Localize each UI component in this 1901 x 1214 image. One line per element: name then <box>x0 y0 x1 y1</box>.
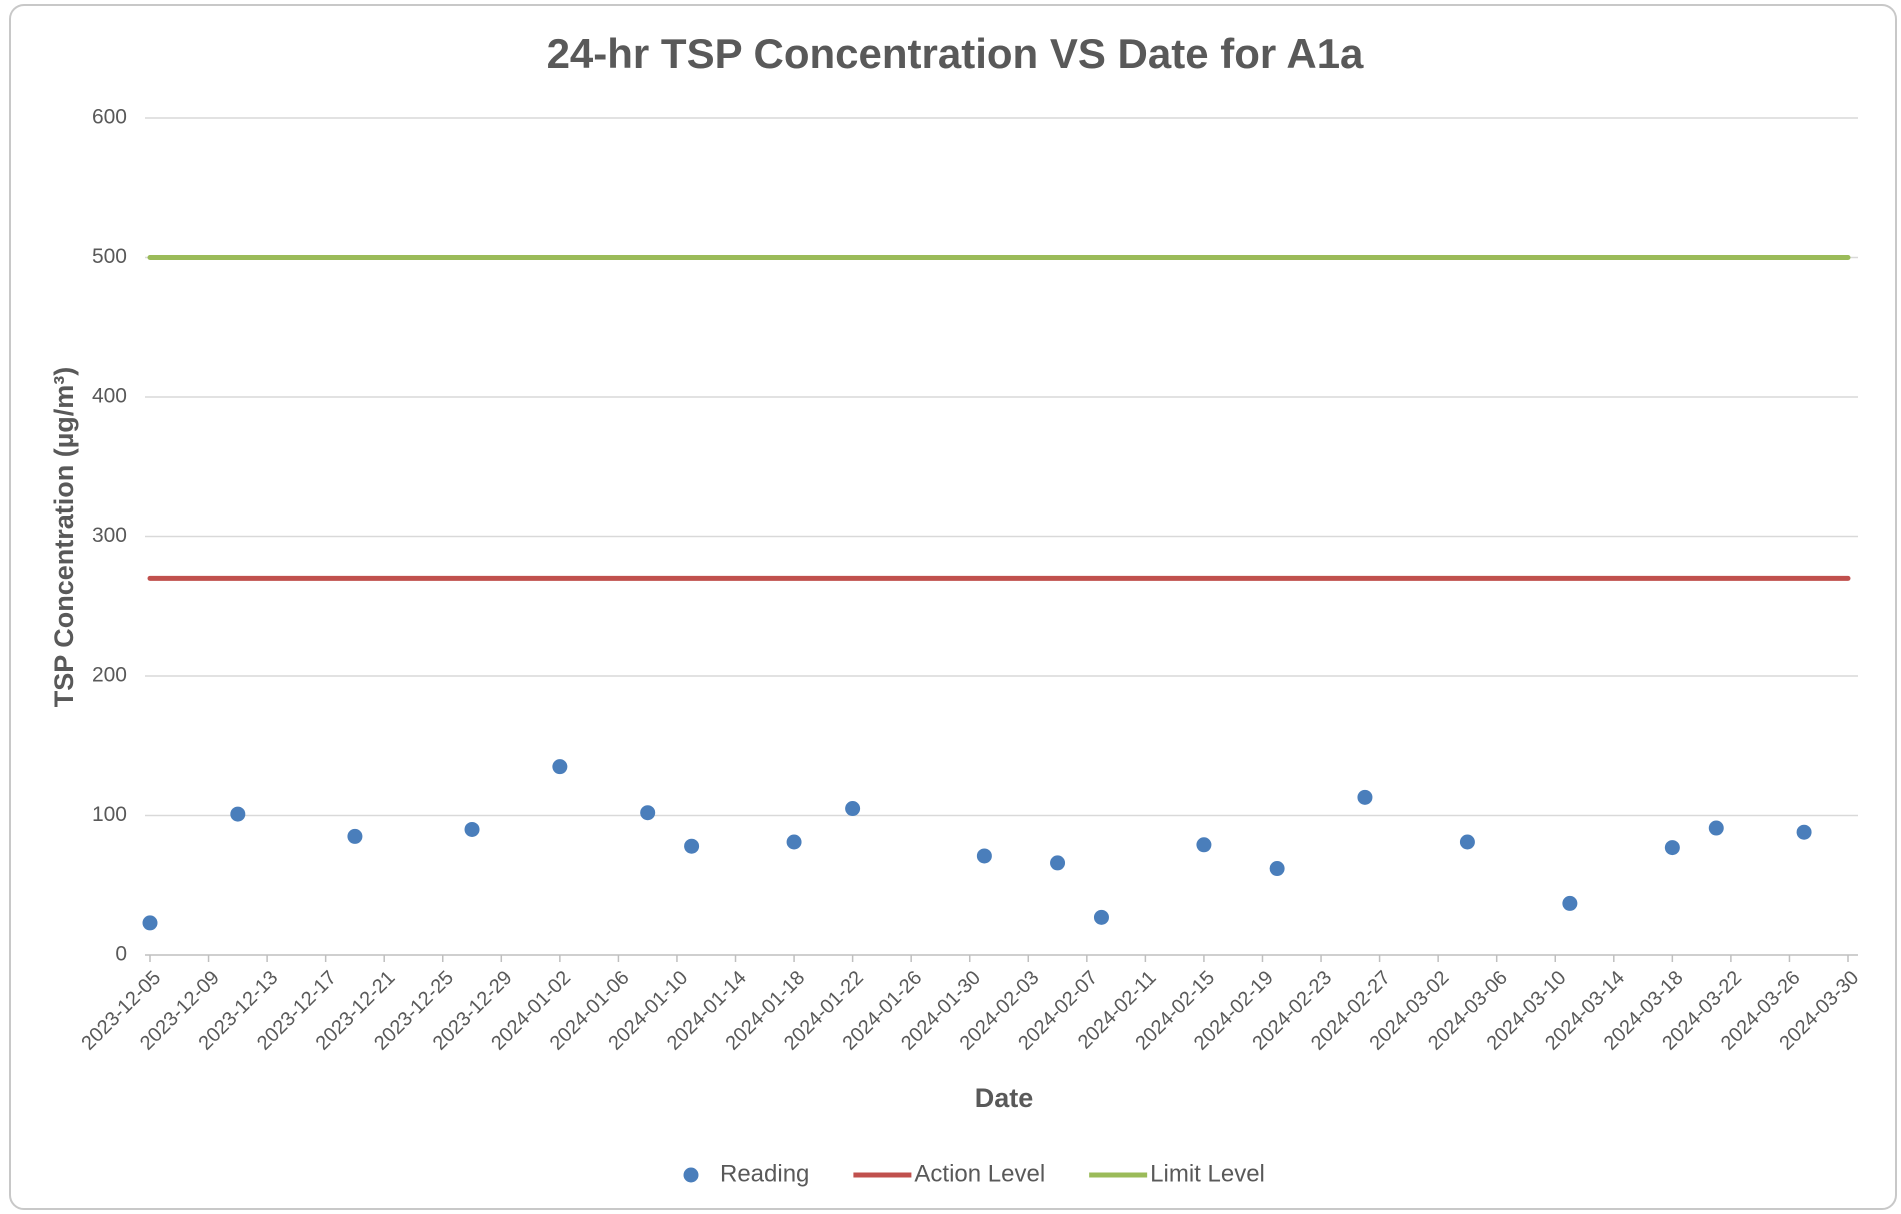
y-tick-label: 300 <box>92 524 127 547</box>
data-point <box>230 806 246 822</box>
data-point <box>1196 837 1212 853</box>
data-point <box>464 821 480 837</box>
data-point <box>845 801 861 817</box>
data-point <box>347 828 363 844</box>
data-point <box>1796 824 1812 840</box>
data-point <box>1562 895 1578 911</box>
chart-frame <box>9 4 1897 1210</box>
chart-title: 24-hr TSP Concentration VS Date for A1a <box>547 30 1364 77</box>
data-point <box>976 848 992 864</box>
legend-label: Limit Level <box>1150 1160 1265 1187</box>
legend-label: Reading <box>720 1160 809 1187</box>
data-point <box>142 915 158 931</box>
data-point <box>1357 789 1373 805</box>
data-point <box>1708 820 1724 836</box>
y-tick-label: 400 <box>92 385 127 408</box>
y-tick-label: 100 <box>92 803 127 826</box>
data-point <box>552 759 568 775</box>
data-point <box>786 834 802 850</box>
legend-label: Action Level <box>914 1160 1045 1187</box>
data-point <box>1664 840 1680 856</box>
y-tick-label: 200 <box>92 664 127 687</box>
legend-marker <box>683 1167 699 1183</box>
x-axis-title: Date <box>975 1083 1034 1113</box>
data-point <box>1050 855 1066 871</box>
y-axis-title: TSP Concentration (µg/m³) <box>49 367 79 708</box>
y-tick-label: 500 <box>92 245 127 268</box>
data-point <box>1269 861 1285 877</box>
data-point <box>1093 909 1109 925</box>
y-tick-label: 600 <box>92 106 127 129</box>
y-tick-label: 0 <box>115 943 127 966</box>
data-point <box>640 805 656 821</box>
data-point <box>1459 834 1475 850</box>
data-point <box>684 838 700 854</box>
